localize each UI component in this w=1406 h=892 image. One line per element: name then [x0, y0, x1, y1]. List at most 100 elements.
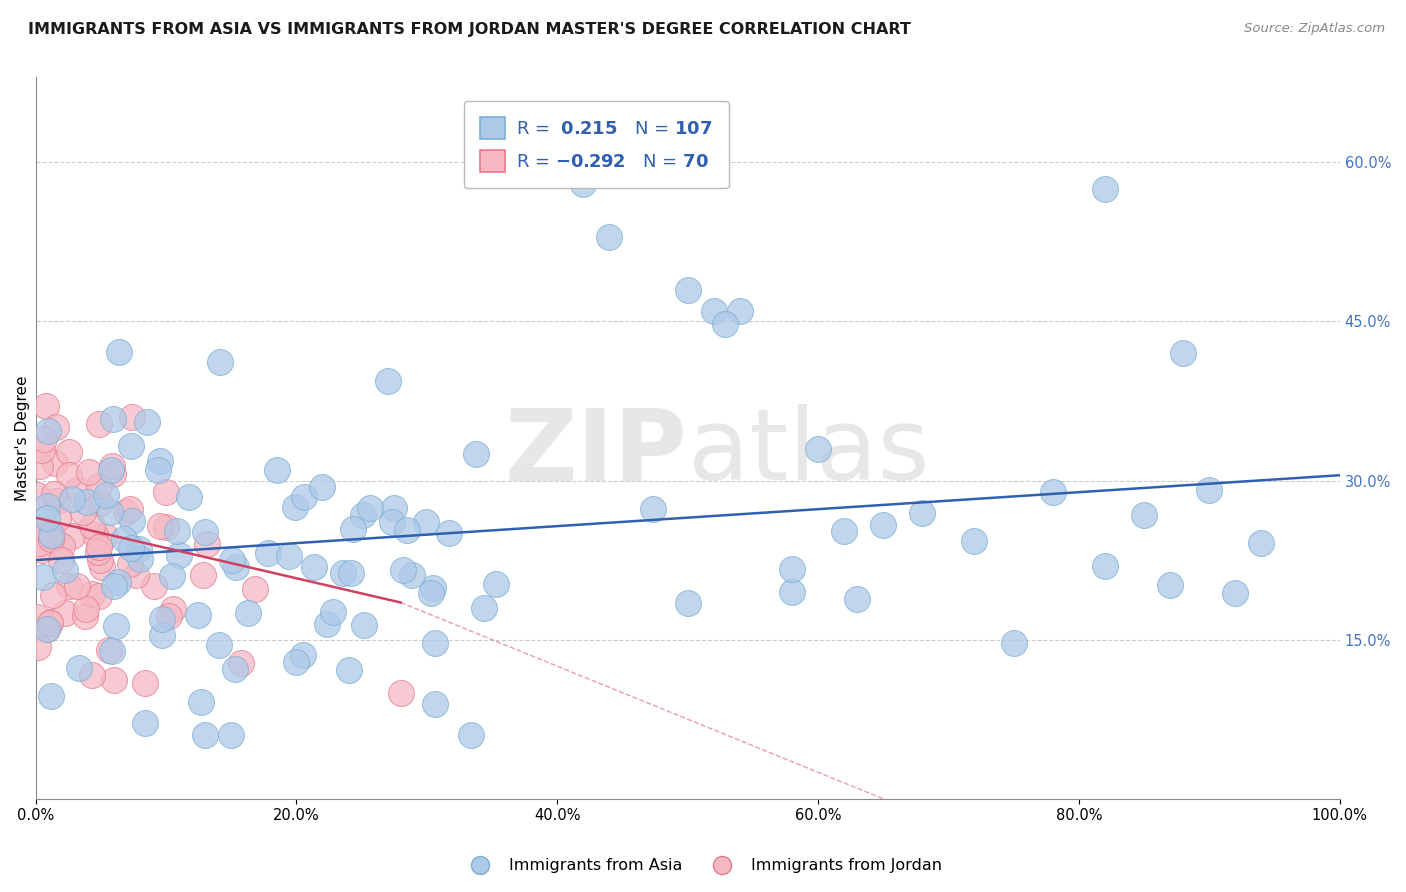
Point [120, 558, 142, 572]
Point [377, 375, 399, 389]
Point [439, 526, 461, 541]
Point [1002, 636, 1025, 650]
Point [103, 467, 125, 481]
Point [157, 609, 180, 624]
Point [464, 447, 486, 461]
Point [34, 528, 56, 542]
Point [423, 698, 446, 712]
Point [208, 355, 231, 369]
Point [77, 465, 100, 479]
Point [219, 728, 242, 742]
Point [121, 409, 143, 424]
Point [87, 479, 110, 493]
Point [101, 411, 124, 425]
Point [807, 442, 830, 456]
Point [322, 605, 344, 619]
Legend: R =  $\mathbf{0.215}$   N = $\mathbf{107}$, R = $\mathbf{-0.292}$   N = $\mathbf: R = $\mathbf{0.215}$ N = $\mathbf{107}$,… [464, 101, 728, 188]
Point [41, 528, 63, 542]
Point [150, 628, 173, 642]
Point [103, 579, 125, 593]
Point [45, 420, 67, 434]
Point [25, 488, 48, 502]
Point [136, 415, 159, 429]
Point [191, 567, 214, 582]
Point [42, 530, 65, 544]
Point [31, 543, 53, 558]
Point [27, 640, 49, 654]
Point [82, 586, 104, 600]
Point [160, 568, 183, 582]
Point [292, 648, 315, 662]
Point [419, 586, 441, 600]
Point [155, 520, 177, 534]
Point [676, 283, 699, 297]
Legend: Immigrants from Asia, Immigrants from Jordan: Immigrants from Asia, Immigrants from Jo… [458, 852, 948, 880]
Point [73, 608, 96, 623]
Point [1171, 346, 1194, 360]
Point [105, 619, 128, 633]
Point [101, 644, 124, 658]
Point [31, 443, 53, 458]
Text: ZIP: ZIP [505, 404, 688, 501]
Text: Source: ZipAtlas.com: Source: ZipAtlas.com [1244, 22, 1385, 36]
Point [392, 563, 415, 577]
Point [311, 480, 333, 494]
Point [125, 567, 148, 582]
Point [149, 519, 172, 533]
Point [35, 399, 58, 413]
Point [114, 505, 136, 519]
Point [340, 566, 363, 580]
Point [572, 177, 595, 191]
Point [460, 728, 482, 742]
Point [87, 417, 110, 432]
Point [142, 579, 165, 593]
Point [194, 728, 217, 742]
Point [221, 553, 243, 567]
Point [832, 524, 855, 538]
Point [58, 445, 80, 459]
Point [120, 541, 142, 555]
Point [86, 544, 108, 558]
Point [55, 564, 77, 578]
Point [128, 541, 150, 556]
Point [162, 602, 184, 616]
Point [37, 622, 59, 636]
Point [58, 579, 80, 593]
Point [422, 581, 444, 595]
Point [780, 585, 803, 599]
Point [382, 501, 405, 516]
Point [1094, 182, 1116, 196]
Point [37, 511, 59, 525]
Text: IMMIGRANTS FROM ASIA VS IMMIGRANTS FROM JORDAN MASTER'S DEGREE CORRELATION CHART: IMMIGRANTS FROM ASIA VS IMMIGRANTS FROM … [28, 22, 911, 37]
Point [101, 458, 124, 473]
Point [963, 533, 986, 548]
Point [94, 529, 117, 543]
Point [112, 532, 135, 546]
Point [1042, 485, 1064, 500]
Point [389, 686, 412, 700]
Point [45, 494, 67, 508]
Point [598, 229, 620, 244]
Point [195, 537, 218, 551]
Point [30, 459, 52, 474]
Point [1094, 559, 1116, 574]
Point [150, 612, 173, 626]
Point [35, 622, 58, 636]
Point [337, 663, 360, 677]
Point [225, 560, 247, 574]
Point [415, 515, 437, 529]
Point [42, 588, 65, 602]
Point [332, 566, 354, 581]
Point [284, 500, 307, 514]
Point [37, 424, 59, 438]
Point [46, 511, 69, 525]
Point [1250, 535, 1272, 549]
Point [44, 456, 66, 470]
Point [120, 501, 142, 516]
Point [472, 600, 495, 615]
Point [82, 667, 104, 681]
Point [94, 488, 117, 502]
Point [67, 661, 90, 675]
Point [359, 501, 381, 516]
Point [121, 439, 143, 453]
